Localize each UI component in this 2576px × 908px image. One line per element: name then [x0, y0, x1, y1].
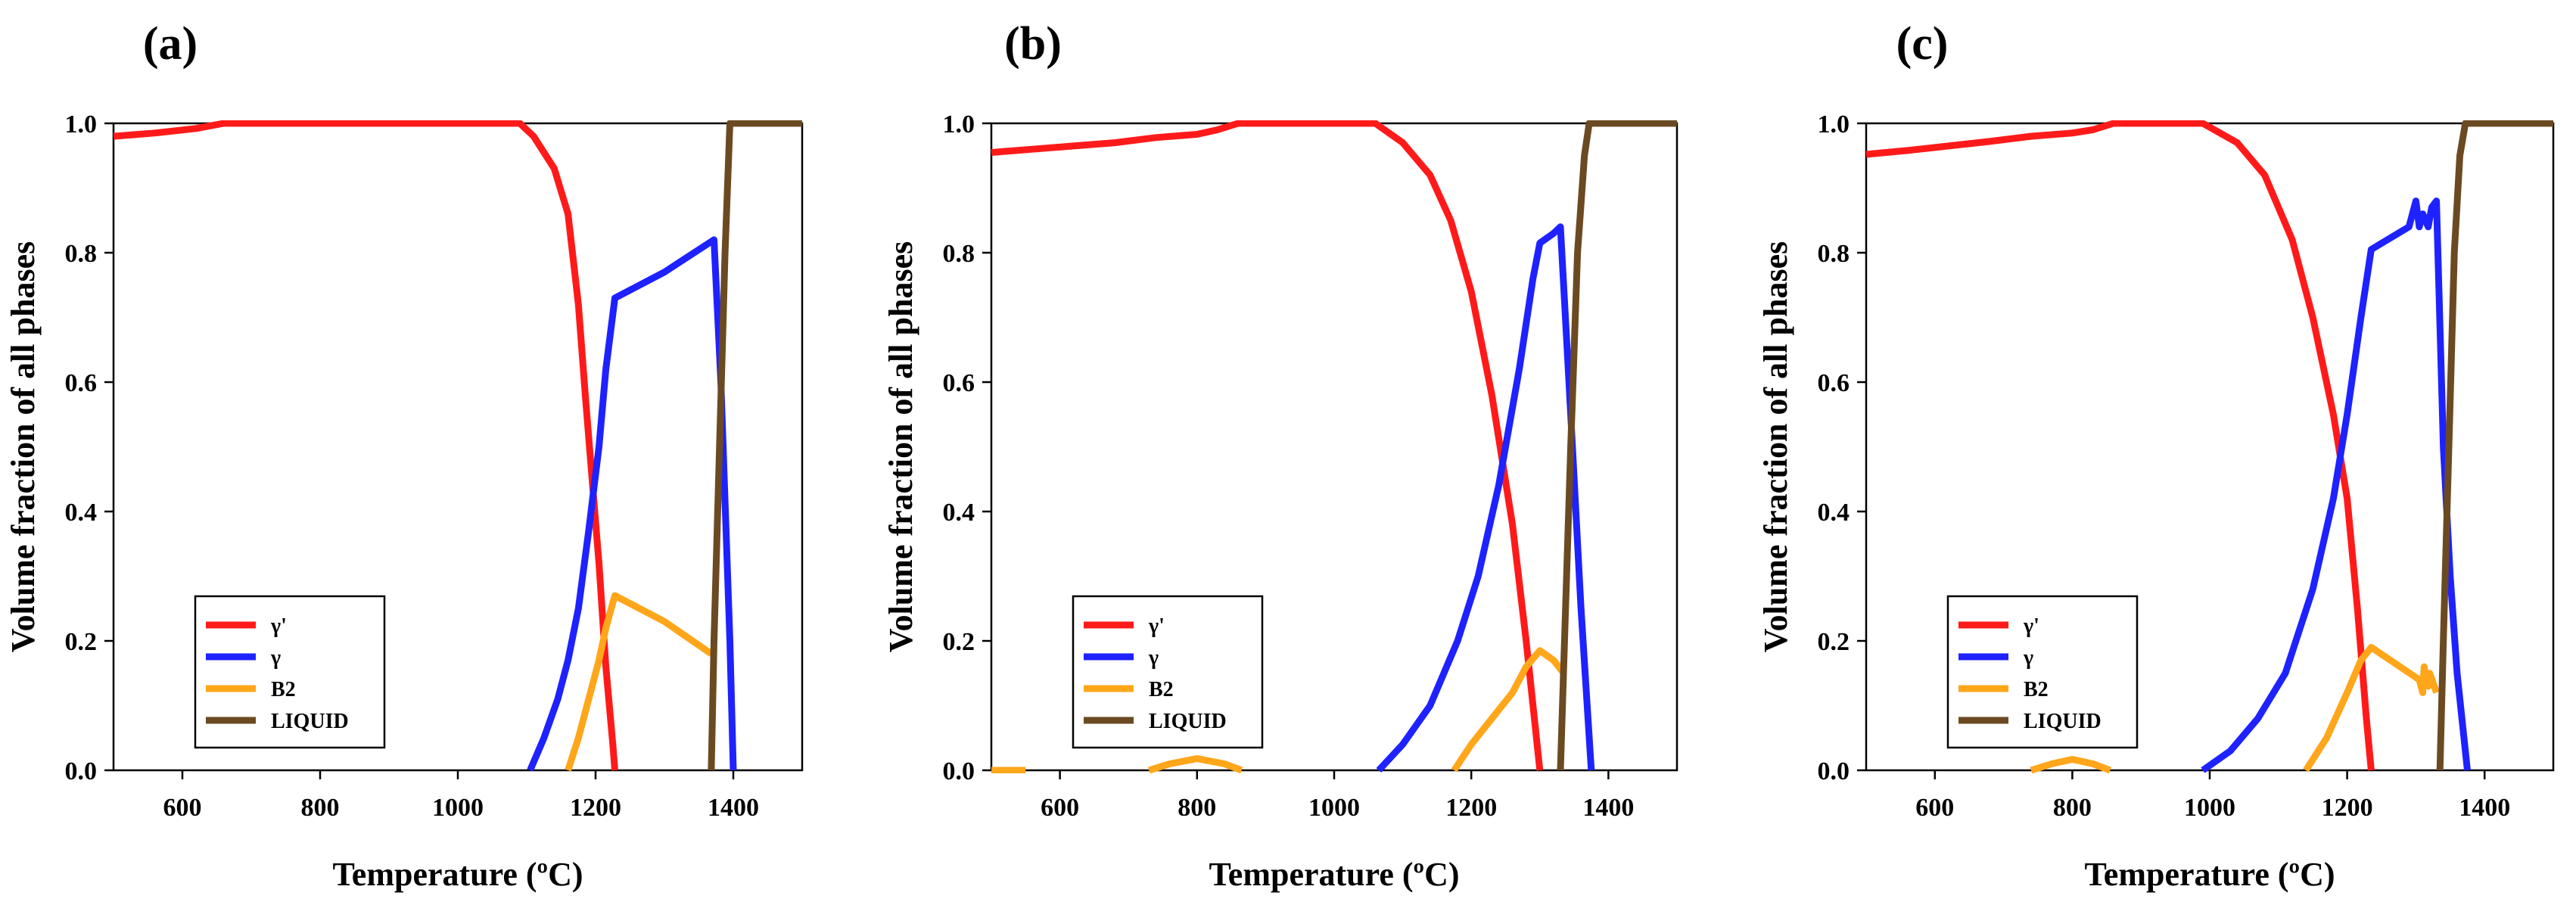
legend-label: LIQUID — [2024, 710, 2102, 733]
y-tick-label: 0.2 — [943, 628, 975, 656]
y-tick-label: 0.4 — [1818, 499, 1850, 527]
y-tick-label: 0.8 — [65, 240, 98, 268]
y-tick-label: 0.4 — [943, 499, 975, 527]
panel-label: (a) — [143, 18, 198, 70]
y-tick-label: 0.4 — [65, 499, 98, 527]
series-line-liquid — [2436, 120, 2553, 771]
legend-label: γ — [270, 646, 281, 670]
legend-label: γ' — [1148, 614, 1165, 638]
x-tick-label: 800 — [1178, 794, 1216, 822]
x-tick-label: 1000 — [2184, 794, 2235, 822]
y-tick-label: 0.2 — [1818, 628, 1850, 656]
legend-label: B2 — [1149, 678, 1174, 701]
y-axis-title: Volume fraction of all phases — [882, 241, 919, 653]
x-tick-label: 1000 — [1308, 794, 1360, 822]
legend-label: LIQUID — [1149, 710, 1227, 733]
legend-label: γ' — [270, 614, 287, 638]
y-tick-label: 0.0 — [65, 757, 98, 785]
x-tick-label: 1000 — [432, 794, 484, 822]
series-group — [113, 120, 802, 772]
legend: γ' γ B2 LIQUID — [194, 595, 386, 749]
series-line-b2 — [565, 592, 714, 772]
y-tick-label: 0.0 — [1818, 757, 1850, 785]
y-tick-label: 1.0 — [1818, 110, 1850, 138]
x-tick-label: 800 — [301, 794, 340, 822]
series-line-b2 — [1451, 647, 1567, 773]
x-tick-label: 600 — [163, 794, 202, 822]
y-tick-label: 0.8 — [943, 240, 975, 268]
x-axis-title: Temperature (ºC) — [1209, 856, 1459, 893]
series-group — [991, 120, 1677, 773]
x-axis-title: Temperature (ºC) — [332, 856, 583, 893]
panel-label: (b) — [1004, 18, 1062, 70]
panel-label: (c) — [1896, 18, 1949, 70]
chart-panel-2: (c) 600 800 1000 1200 1400 0.0 0.2 0.4 0.6 0.8 1.0 T… — [1757, 18, 2555, 893]
y-axis-title: Volume fraction of all phases — [1757, 241, 1794, 653]
series-line-liquid — [708, 120, 802, 771]
series-line-- — [991, 120, 1544, 771]
series-line-b2-800- — [1148, 755, 1243, 773]
x-axis-title: Temperature (ºC) — [2084, 856, 2335, 893]
y-tick-label: 0.6 — [943, 369, 975, 397]
legend-label: LIQUID — [271, 710, 349, 733]
x-tick-label: 800 — [2053, 794, 2092, 822]
legend-label: B2 — [271, 678, 296, 701]
series-line-liquid — [1557, 120, 1677, 771]
x-tick-label: 1400 — [1582, 794, 1634, 822]
legend-label: B2 — [2024, 678, 2049, 701]
series-group — [1865, 120, 2553, 773]
legend: γ' γ B2 LIQUID — [1072, 595, 1264, 749]
x-tick-label: 600 — [1915, 794, 1954, 822]
series-line-- — [113, 120, 618, 771]
y-tick-label: 0.6 — [65, 369, 98, 397]
x-tick-label: 1200 — [2322, 794, 2373, 822]
legend-label: γ — [1148, 646, 1159, 670]
legend-label: γ' — [2023, 614, 2039, 638]
y-tick-label: 1.0 — [943, 110, 975, 138]
series-line-- — [1376, 223, 1595, 773]
y-tick-label: 0.6 — [1818, 369, 1850, 397]
chart-panel-1: (b) 600 800 1000 1200 1400 0.0 0.2 0.4 0.6 0.8 1.0 T… — [882, 18, 1678, 893]
x-tick-label: 1200 — [1445, 794, 1497, 822]
series-line-b2-800- — [2030, 756, 2111, 773]
legend-label: γ — [2023, 646, 2033, 670]
y-tick-label: 0.0 — [943, 757, 975, 785]
y-axis-title: Volume fraction of all phases — [5, 241, 42, 653]
x-tick-label: 1400 — [2459, 794, 2510, 822]
x-tick-label: 1400 — [708, 794, 759, 822]
series-line-- — [1865, 120, 2375, 771]
chart-panel-0: (a) 600 800 1000 1200 1400 0.0 0.2 0.4 0.6 0.8 1.0 T… — [5, 18, 804, 893]
series-line-- — [527, 236, 737, 772]
series-line-- — [2201, 197, 2471, 773]
series-line-b2 — [2303, 644, 2440, 773]
x-tick-label: 1200 — [570, 794, 621, 822]
y-tick-label: 0.2 — [65, 628, 98, 656]
y-tick-label: 1.0 — [65, 110, 98, 138]
legend: γ' γ B2 LIQUID — [1946, 595, 2139, 749]
y-tick-label: 0.8 — [1818, 240, 1850, 268]
x-tick-label: 600 — [1041, 794, 1079, 822]
